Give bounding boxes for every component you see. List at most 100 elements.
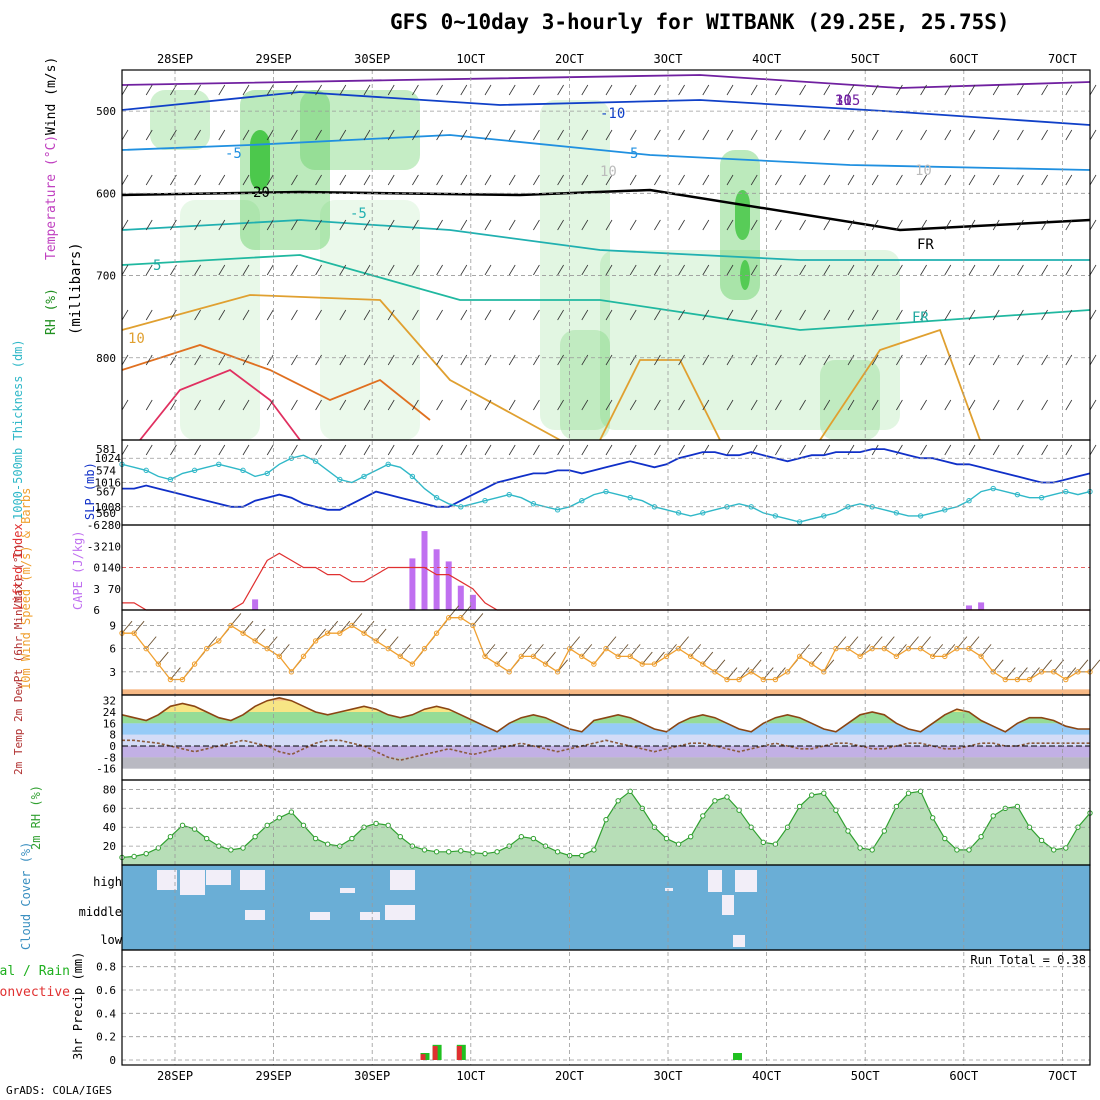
wind-barb [291, 84, 298, 96]
wind-barb [581, 309, 589, 321]
wind-barb [1065, 264, 1073, 276]
rh2m-tick: 40 [103, 821, 116, 834]
wind-barb [266, 219, 274, 231]
rh2m-marker [615, 798, 621, 804]
wind-barb [363, 129, 371, 141]
temp-tick: 8 [109, 729, 116, 742]
date-label-top: 7OCT [1048, 52, 1077, 66]
wind-barb [968, 84, 976, 96]
thickness-marker [1038, 494, 1045, 501]
wind-barb [557, 84, 564, 96]
date-label-bottom: 30SEP [354, 1069, 390, 1083]
rh2m-marker [228, 847, 234, 853]
wind-barb [460, 354, 468, 366]
precip-convective-bar [456, 1046, 462, 1060]
temp-tick: 32 [103, 695, 116, 708]
contour-line [121, 294, 561, 441]
wind-barb [145, 309, 153, 321]
rh2m-marker [905, 790, 912, 796]
cape-bar [966, 605, 972, 610]
wind-barb [605, 309, 613, 321]
wind-barb [533, 174, 540, 186]
wind-marker [615, 653, 621, 660]
wind-barb [992, 84, 1000, 96]
wind-barb [968, 129, 976, 141]
wind-barb [460, 219, 468, 231]
wind-barb [291, 444, 298, 456]
wind-barb [315, 129, 322, 141]
wind-barb [170, 264, 177, 276]
wind-barb [436, 129, 443, 141]
wind-barb [145, 354, 153, 366]
rh2m-area [122, 791, 1090, 865]
temp-tick: 24 [103, 706, 117, 719]
ylabel-thickness: 1000-500mb Thickness (dm) [11, 339, 25, 520]
wind-barb [218, 309, 226, 321]
wind-barb [750, 264, 758, 276]
wind-barb [460, 444, 468, 456]
wind-barb [799, 129, 806, 141]
pressure-tick-label: 800 [96, 352, 116, 365]
wind-barb [726, 354, 734, 366]
wind-barb [654, 309, 661, 321]
rh2m-marker [518, 833, 524, 840]
ylabel-cloud: Cloud Cover (%) [19, 842, 33, 950]
wind-barb [896, 84, 903, 96]
wind-barb [799, 309, 806, 321]
wind-barb [654, 219, 661, 231]
wind-barb [944, 174, 952, 186]
legend-convective: Convective [0, 985, 70, 1000]
wind-barb [1089, 174, 1097, 186]
wind-barb [581, 444, 589, 456]
wind-marker [131, 630, 137, 636]
wind-barb [508, 399, 516, 411]
wind-barb [702, 309, 710, 321]
wind-barb [218, 174, 226, 186]
wind-marker [893, 653, 900, 660]
cloud-level-label: low [100, 933, 122, 947]
slp-tick: 1008 [95, 501, 122, 514]
wind-barb [750, 219, 758, 231]
thickness-marker [506, 491, 512, 498]
wind-marker [1002, 676, 1008, 683]
wind-barb [412, 399, 419, 411]
wind-barb [847, 444, 855, 456]
thickness-marker [966, 498, 972, 504]
wind-barb [605, 354, 613, 366]
wind-marker [579, 653, 585, 660]
wind-barb [218, 84, 226, 96]
wind-barb [412, 84, 419, 96]
wind-barb [1017, 399, 1024, 411]
thickness-marker [942, 507, 948, 513]
wind-barb [871, 309, 879, 321]
wind-barb [508, 219, 516, 231]
contour-label: -15 [835, 93, 860, 109]
wind-barb [242, 129, 250, 141]
wind-barb [315, 84, 322, 96]
thickness-marker [675, 510, 682, 516]
wind-barb [121, 309, 129, 321]
wind-barb [508, 354, 516, 366]
wind-marker [736, 676, 742, 683]
wind-marker [482, 653, 488, 660]
wind-marker [433, 630, 440, 636]
cape-tick: 280 [101, 519, 121, 532]
rh2m-marker [760, 839, 766, 846]
wind-barb [847, 129, 855, 141]
date-label-top: 5OCT [851, 52, 880, 66]
wind-barb [823, 264, 831, 276]
wind-barb [775, 309, 782, 321]
rh2m-marker [724, 794, 730, 800]
wind-barb [412, 174, 419, 186]
wind-marker [518, 653, 524, 660]
wind-barb [291, 354, 298, 366]
wind-marker [809, 661, 815, 667]
wind-barb [678, 444, 685, 456]
date-label-bottom: 1OCT [456, 1069, 485, 1083]
rh2m-tick: 80 [103, 783, 116, 796]
wind-barb [1065, 84, 1073, 96]
wind-marker [312, 638, 319, 644]
wind-barb [1017, 354, 1024, 366]
cape-tick: 70 [108, 583, 121, 596]
wind-barb [1017, 174, 1024, 186]
